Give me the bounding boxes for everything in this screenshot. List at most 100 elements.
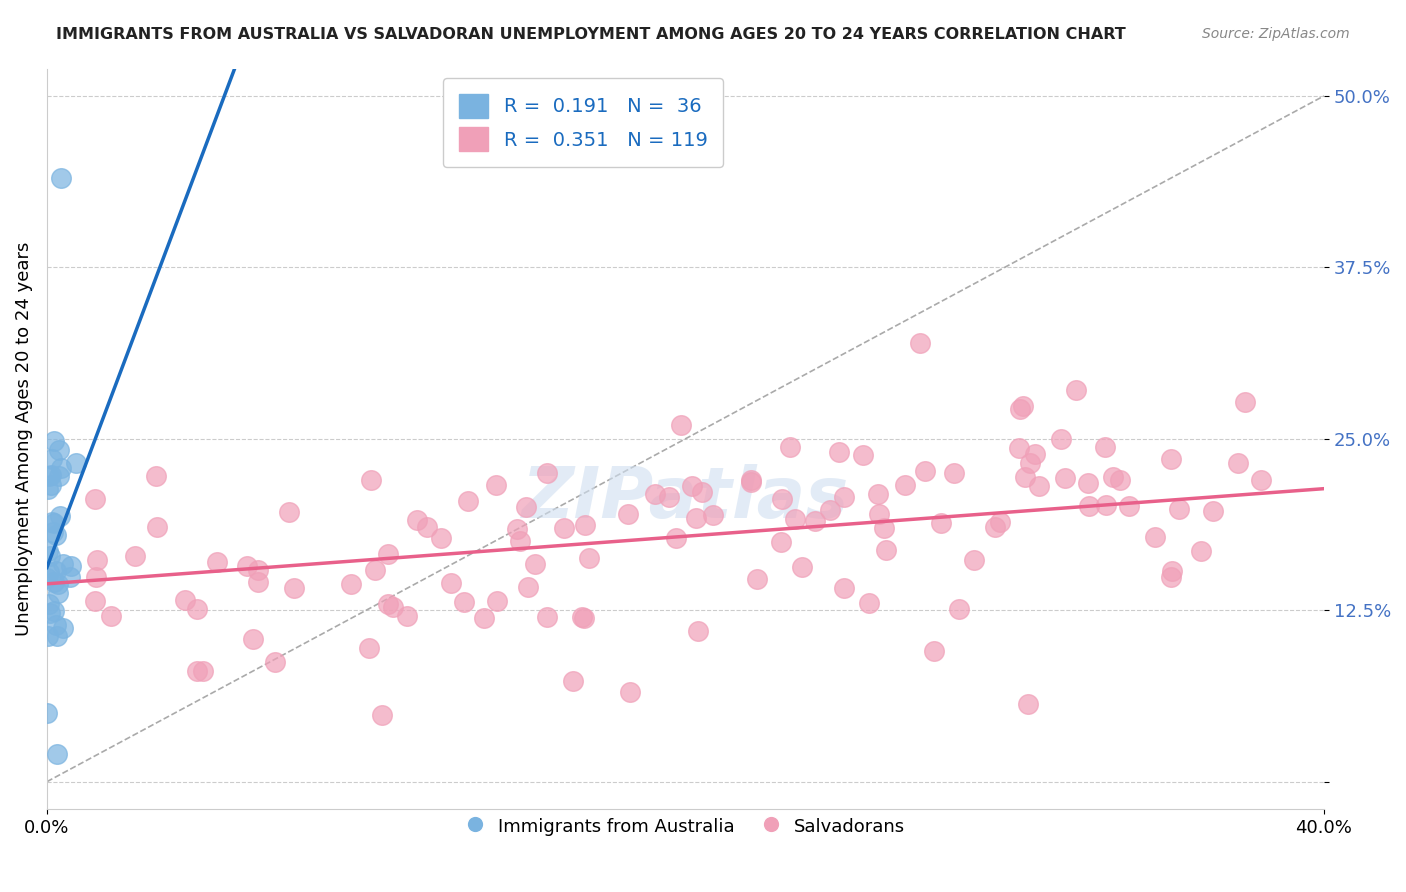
- Point: [46, 576, 69, 591]
- Point: [772, 492, 794, 507]
- Point: [45, 618, 67, 632]
- Point: [1014, 470, 1036, 484]
- Point: [868, 507, 890, 521]
- Point: [457, 493, 479, 508]
- Point: [191, 664, 214, 678]
- Point: [37, 629, 59, 643]
- Point: [453, 595, 475, 609]
- Point: [1108, 473, 1130, 487]
- Point: [875, 542, 897, 557]
- Point: [35, 571, 58, 585]
- Point: [658, 490, 681, 504]
- Text: Source: ZipAtlas.com: Source: ZipAtlas.com: [1202, 27, 1350, 41]
- Point: [370, 708, 392, 723]
- Point: [740, 474, 762, 488]
- Point: [1118, 499, 1140, 513]
- Point: [51, 621, 73, 635]
- Point: [38, 565, 60, 579]
- Point: [406, 513, 429, 527]
- Point: [948, 602, 970, 616]
- Point: [429, 531, 451, 545]
- Point: [1189, 544, 1212, 558]
- Point: [702, 508, 724, 522]
- Point: [1202, 504, 1225, 518]
- Point: [359, 641, 381, 656]
- Point: [242, 632, 264, 647]
- Point: [1077, 476, 1099, 491]
- Point: [574, 518, 596, 533]
- Point: [45, 527, 67, 541]
- Point: [619, 684, 641, 698]
- Point: [1064, 383, 1087, 397]
- Point: [186, 664, 208, 678]
- Point: [785, 512, 807, 526]
- Point: [52, 557, 75, 571]
- Point: [41, 451, 63, 466]
- Point: [145, 520, 167, 534]
- Point: [485, 478, 508, 492]
- Point: [990, 516, 1012, 530]
- Point: [1077, 499, 1099, 513]
- Point: [924, 643, 946, 657]
- Point: [1028, 479, 1050, 493]
- Point: [1227, 456, 1250, 470]
- Point: [943, 467, 966, 481]
- Point: [820, 502, 842, 516]
- Point: [283, 581, 305, 595]
- Point: [41, 515, 63, 529]
- Point: [1094, 440, 1116, 454]
- Point: [363, 563, 385, 577]
- Point: [873, 520, 896, 534]
- Legend: Immigrants from Australia, Salvadorans: Immigrants from Australia, Salvadorans: [458, 808, 912, 845]
- Point: [1233, 394, 1256, 409]
- Point: [1250, 473, 1272, 487]
- Point: [377, 597, 399, 611]
- Point: [1144, 530, 1167, 544]
- Point: [485, 594, 508, 608]
- Point: [49, 461, 72, 475]
- Y-axis label: Unemployment Among Ages 20 to 24 years: Unemployment Among Ages 20 to 24 years: [15, 242, 32, 636]
- Point: [360, 474, 382, 488]
- Point: [174, 593, 197, 607]
- Point: [908, 335, 931, 350]
- Point: [745, 572, 768, 586]
- Point: [827, 444, 849, 458]
- Point: [124, 549, 146, 563]
- Point: [59, 558, 82, 573]
- Point: [1160, 564, 1182, 578]
- Point: [1008, 441, 1031, 455]
- Point: [377, 548, 399, 562]
- Point: [669, 417, 692, 432]
- Point: [509, 534, 531, 549]
- Point: [440, 576, 463, 591]
- Point: [803, 514, 825, 528]
- Point: [86, 553, 108, 567]
- Point: [340, 577, 363, 591]
- Point: [42, 574, 65, 589]
- Point: [832, 490, 855, 504]
- Point: [562, 674, 585, 689]
- Point: [852, 448, 875, 462]
- Point: [83, 594, 105, 608]
- Point: [1018, 456, 1040, 470]
- Point: [1050, 432, 1073, 446]
- Point: [893, 478, 915, 492]
- Point: [44, 434, 66, 449]
- Point: [48, 468, 70, 483]
- Point: [1095, 498, 1118, 512]
- Point: [39, 478, 62, 492]
- Point: [186, 601, 208, 615]
- Point: [1160, 452, 1182, 467]
- Point: [984, 520, 1007, 534]
- Point: [571, 610, 593, 624]
- Point: [681, 479, 703, 493]
- Point: [45, 564, 67, 578]
- Point: [415, 520, 437, 534]
- Point: [617, 507, 640, 521]
- Point: [536, 466, 558, 480]
- Point: [84, 492, 107, 507]
- Point: [572, 611, 595, 625]
- Point: [1011, 399, 1033, 413]
- Point: [1160, 570, 1182, 584]
- Point: [963, 553, 986, 567]
